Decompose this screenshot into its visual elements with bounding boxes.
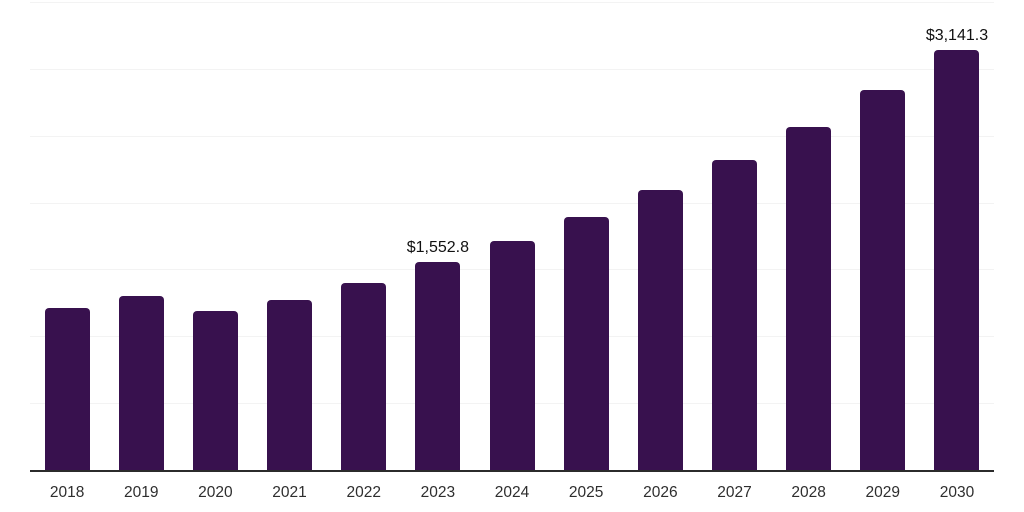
- bar-column: [30, 2, 104, 470]
- bar-column: $1,552.8: [401, 2, 475, 470]
- x-axis-line: [30, 470, 994, 472]
- x-tick-label: 2023: [420, 484, 456, 501]
- plot-area: $1,552.8 $3,141.3: [30, 2, 994, 472]
- x-tick-label: 2029: [865, 484, 901, 501]
- x-tick-label: 2024: [494, 484, 530, 501]
- bar-column: [475, 2, 549, 470]
- bar-2018: [44, 307, 90, 470]
- bar-2028: [786, 127, 832, 470]
- bar-2022: [341, 282, 387, 470]
- bar-column: [772, 2, 846, 470]
- x-tick-label: 2030: [939, 484, 975, 501]
- x-tick-label: 2019: [123, 484, 159, 501]
- bar-2030: [934, 49, 980, 470]
- x-tick-label: 2018: [49, 484, 85, 501]
- bar-2019: [118, 296, 164, 470]
- x-tick-label: 2028: [791, 484, 826, 501]
- bar-2029: [860, 89, 906, 470]
- x-tick-label: 2027: [717, 484, 752, 501]
- bar-2023: [415, 262, 461, 470]
- x-tick-label: 2026: [643, 484, 678, 501]
- bar-2025: [563, 216, 609, 470]
- bar-column: $3,141.3: [920, 2, 994, 470]
- bar-column: [327, 2, 401, 470]
- bar-column: [178, 2, 252, 470]
- bar-column: [104, 2, 178, 470]
- bar-value-label: $1,552.8: [406, 239, 469, 257]
- bar-2024: [489, 241, 535, 470]
- bar-column: [697, 2, 771, 470]
- x-tick-label: 2021: [272, 484, 307, 501]
- x-tick-label: 2025: [568, 484, 604, 501]
- bar-value-label: $3,141.3: [925, 26, 989, 44]
- bar-2020: [192, 310, 238, 470]
- bar-column: [252, 2, 326, 470]
- bar-column: [623, 2, 697, 470]
- bar-column: [846, 2, 920, 470]
- x-tick-label: 2020: [198, 484, 233, 501]
- bars-layer: $1,552.8 $3,141.3: [30, 2, 994, 470]
- x-tick-label: 2022: [346, 484, 381, 501]
- bar-2021: [267, 299, 313, 470]
- bar-2027: [711, 159, 757, 470]
- bar-column: [549, 2, 623, 470]
- bar-2026: [637, 189, 683, 470]
- x-axis-tick-labels: 2018 2019 2020 2021 2022 2023 2024 2025 2026 2027…: [30, 484, 994, 501]
